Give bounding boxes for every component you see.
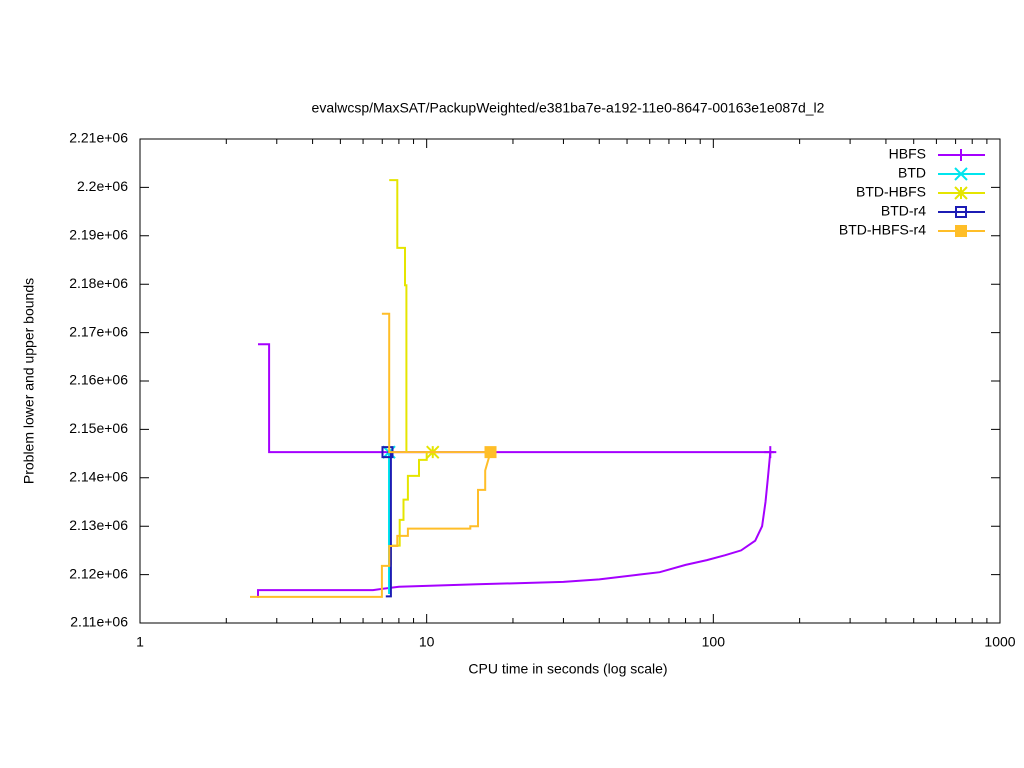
y-axis-label: Problem lower and upper bounds — [21, 278, 37, 484]
y-tick-label: 2.18e+06 — [69, 275, 128, 291]
marker — [955, 206, 967, 218]
y-tick-label: 2.21e+06 — [69, 130, 128, 146]
x-axis-label: CPU time in seconds (log scale) — [468, 661, 667, 677]
legend-label: BTD-HBFS-r4 — [839, 222, 926, 238]
marker — [764, 446, 777, 459]
x-tick-label: 1 — [136, 634, 144, 650]
x-tick-label: 1000 — [984, 634, 1015, 650]
y-tick-label: 2.13e+06 — [69, 517, 128, 533]
y-tick-label: 2.11e+06 — [70, 614, 128, 630]
marker — [484, 446, 497, 459]
marker — [955, 225, 967, 237]
y-tick-label: 2.16e+06 — [69, 372, 128, 388]
marker — [954, 186, 968, 200]
series-line — [250, 312, 492, 598]
y-tick-label: 2.12e+06 — [69, 565, 128, 581]
marker — [955, 149, 967, 161]
legend-label: BTD-r4 — [881, 203, 926, 219]
series-line — [389, 179, 433, 565]
chart-title: evalwcsp/MaxSAT/PackupWeighted/e381ba7e-… — [312, 100, 825, 116]
legend-label: HBFS — [889, 146, 926, 162]
series-line — [257, 343, 774, 598]
y-tick-label: 2.15e+06 — [69, 420, 128, 436]
legend-label: BTD-HBFS — [856, 184, 926, 200]
y-tick-label: 2.2e+06 — [77, 178, 128, 194]
marker — [954, 167, 968, 181]
y-tick-label: 2.14e+06 — [69, 469, 128, 485]
x-tick-label: 100 — [702, 634, 726, 650]
y-tick-label: 2.19e+06 — [69, 227, 128, 243]
y-tick-label: 2.17e+06 — [69, 323, 128, 339]
legend-label: BTD — [898, 165, 926, 181]
x-tick-label: 10 — [419, 634, 435, 650]
